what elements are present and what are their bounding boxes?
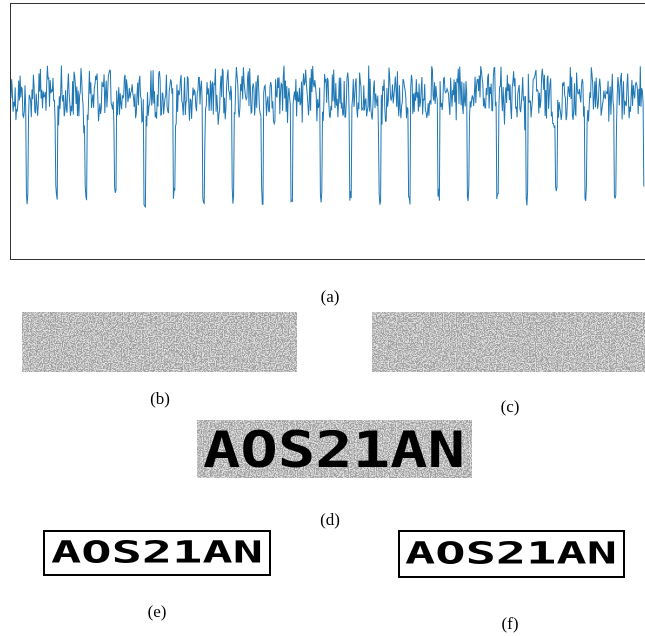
plate-text: AOS21AN <box>51 536 263 571</box>
noise-image <box>372 312 645 372</box>
plate-text: AOS21AN <box>203 421 465 479</box>
caption: (a) <box>321 287 340 306</box>
plate-text: AOS21AN <box>405 537 617 572</box>
caption: (d) <box>320 510 340 529</box>
caption: (b) <box>150 389 170 408</box>
caption: (f) <box>502 614 519 633</box>
caption: (c) <box>501 397 520 416</box>
caption: (e) <box>148 602 167 621</box>
noise-image <box>22 312 297 372</box>
plot-frame <box>11 4 645 260</box>
figure: (a) (b) (c) AOS21AN (d) AOS21AN AOS21AN … <box>0 0 645 636</box>
